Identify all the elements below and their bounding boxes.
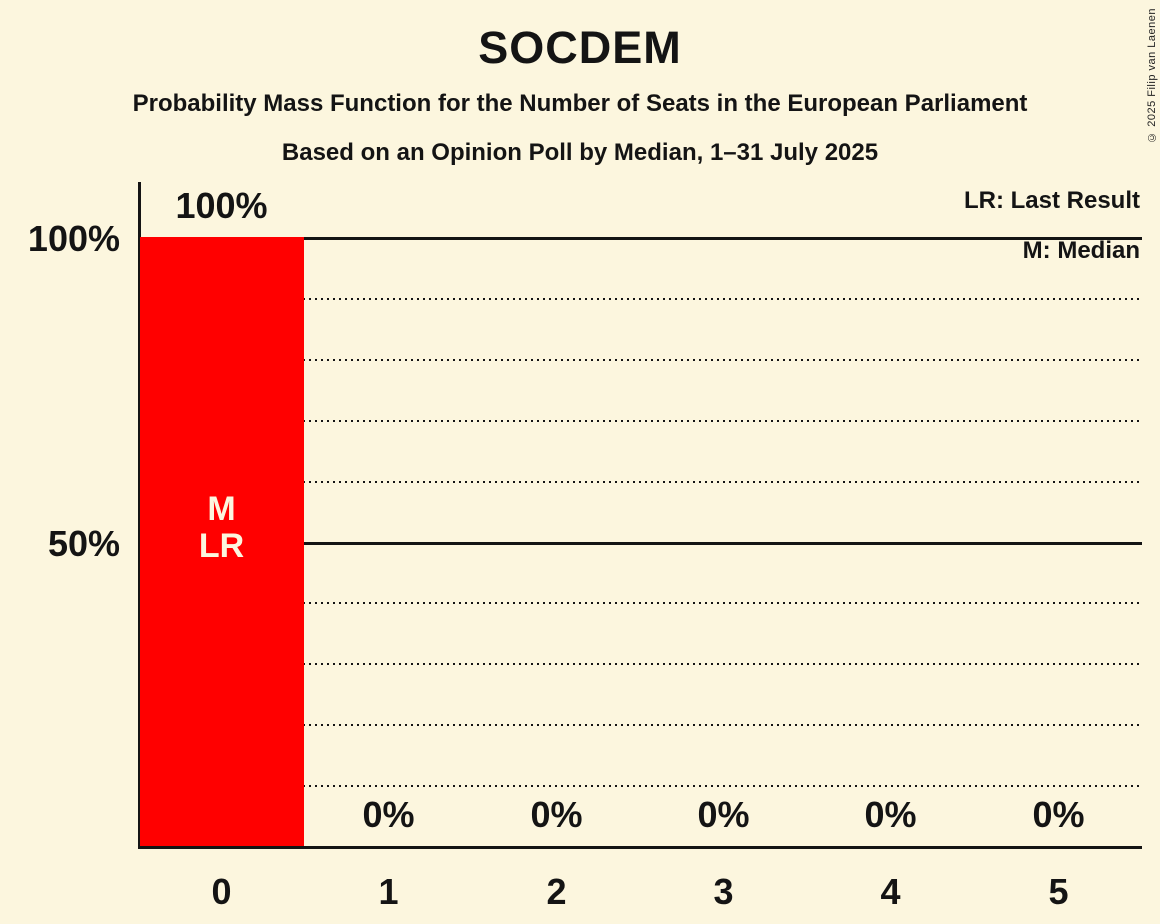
bar-annotation-line: LR: [198, 527, 245, 565]
y-axis-line: [138, 182, 141, 849]
x-tick-label-0: 0: [211, 871, 232, 912]
bar-value-label-3: 0%: [697, 794, 750, 835]
x-axis-line: [138, 846, 1142, 849]
bar-annotation-line: M: [207, 490, 236, 528]
chart-title: SOCDEM: [478, 22, 682, 73]
bar-value-label-1: 0%: [362, 794, 415, 835]
bar-seats-0: [140, 237, 304, 846]
legend-last-result: LR: Last Result: [963, 187, 1140, 214]
legend-median: M: Median: [1022, 237, 1140, 264]
gridline-60pct: [141, 481, 1142, 483]
gridline-70pct: [141, 420, 1142, 422]
gridline-50pct: [141, 542, 1142, 545]
gridline-40pct: [141, 602, 1142, 604]
x-tick-label-4: 4: [880, 871, 901, 912]
x-tick-label-3: 3: [713, 871, 734, 912]
y-axis-label-50: 50%: [47, 523, 120, 564]
bar-value-label-5: 0%: [1032, 794, 1085, 835]
bar-value-label-0: 100%: [175, 185, 268, 226]
gridline-30pct: [141, 663, 1142, 665]
bar-value-label-4: 0%: [864, 794, 917, 835]
gridline-100pct: [141, 237, 1142, 240]
chart-subtitle: Probability Mass Function for the Number…: [132, 90, 1028, 117]
gridline-10pct: [141, 785, 1142, 787]
gridline-20pct: [141, 724, 1142, 726]
bar-annotation-0: M LR: [138, 491, 305, 565]
gridline-80pct: [141, 359, 1142, 361]
y-axis-label-100: 100%: [27, 218, 120, 259]
bar-value-label-2: 0%: [530, 794, 583, 835]
x-tick-label-2: 2: [546, 871, 567, 912]
gridline-90pct: [141, 298, 1142, 300]
chart-poll-subtitle: Based on an Opinion Poll by Median, 1–31…: [281, 139, 879, 166]
x-tick-label-1: 1: [378, 871, 399, 912]
x-tick-label-5: 5: [1048, 871, 1069, 912]
